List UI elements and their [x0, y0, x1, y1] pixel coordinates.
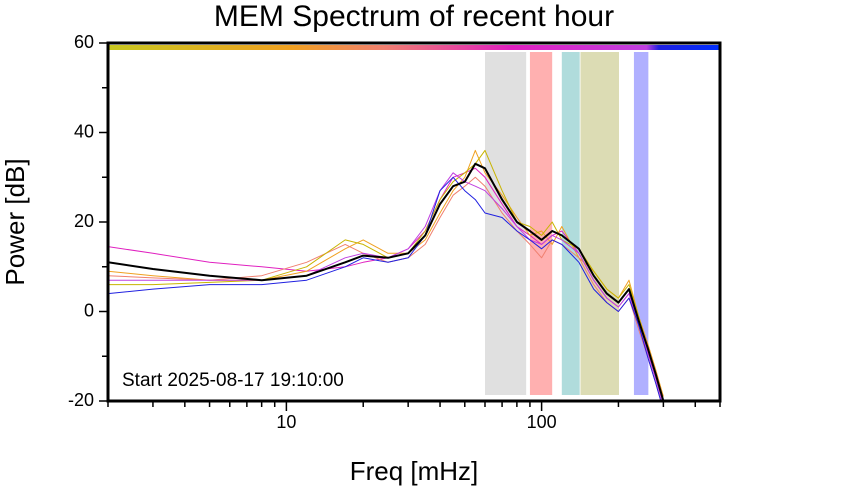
series-line	[108, 149, 664, 401]
y-tick-label: 20	[74, 211, 94, 231]
color-strip	[108, 45, 720, 50]
bands	[484, 52, 649, 395]
series-line	[108, 162, 665, 401]
x-tick-label: 100	[527, 412, 557, 432]
y-axis-label: Power [dB]	[0, 158, 30, 285]
band	[529, 52, 553, 395]
y-tick-label: 40	[74, 121, 94, 141]
series-line	[108, 172, 663, 401]
x-axis-label: Freq [mHz]	[350, 456, 479, 486]
y-tick-label: 0	[84, 300, 94, 320]
lines	[108, 149, 665, 401]
band	[580, 52, 619, 395]
series-line	[108, 176, 662, 401]
x-tick-label: 10	[276, 412, 296, 432]
band	[561, 52, 580, 395]
y-tick-label: 60	[74, 32, 94, 52]
band	[633, 52, 649, 395]
annotation: Start 2025-08-17 19:10:00	[122, 370, 344, 391]
y-tick-label: -20	[68, 390, 94, 410]
chart-title: MEM Spectrum of recent hour	[214, 0, 614, 33]
plot-frame	[106, 41, 722, 403]
